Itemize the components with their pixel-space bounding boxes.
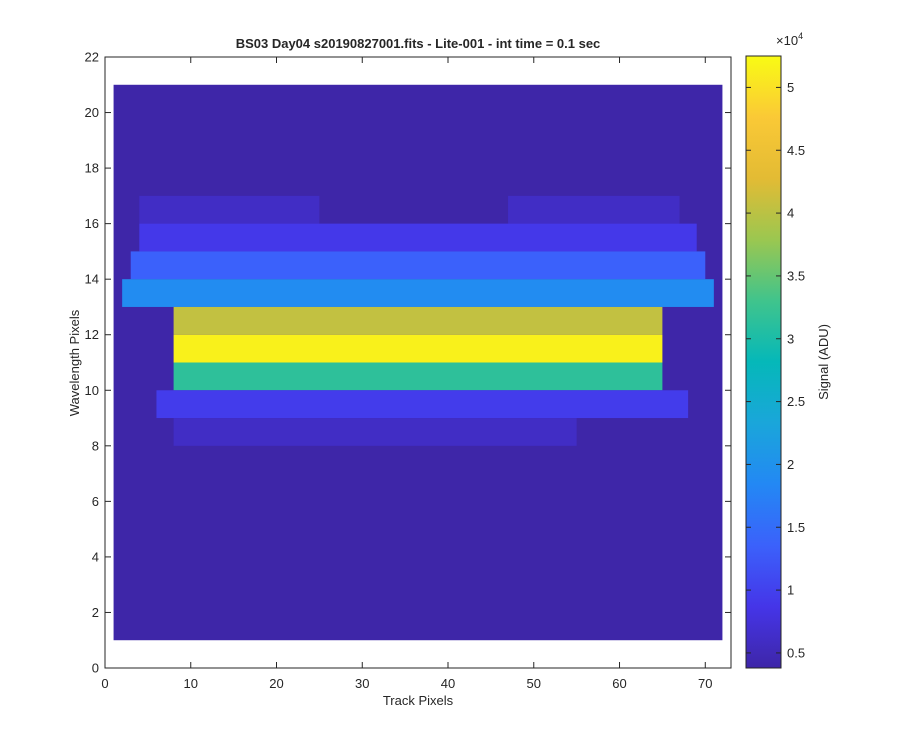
heatmap-row-1 [508, 195, 680, 224]
x-tick-label: 30 [355, 676, 369, 691]
x-axis-label: Track Pixels [383, 693, 454, 708]
x-tick-label: 60 [612, 676, 626, 691]
heatmap-cells [113, 84, 723, 641]
y-tick-label: 12 [85, 327, 99, 342]
y-tick-label: 16 [85, 216, 99, 231]
x-tick-label: 10 [184, 676, 198, 691]
x-tick-label: 50 [527, 676, 541, 691]
heatmap-row-0 [139, 195, 320, 224]
colorbar-gradient [745, 55, 782, 669]
y-tick-label: 18 [85, 161, 99, 176]
heatmap-row-3 [130, 251, 706, 280]
plot-area: 0 10 20 30 40 50 60 70 0 2 4 6 8 10 12 14 16 18 20 22 [85, 50, 732, 691]
y-tick-label: 4 [92, 549, 99, 564]
colorbar-tick-label: 2.5 [787, 394, 805, 409]
y-tick-label: 10 [85, 383, 99, 398]
colorbar-tick-label: 3.5 [787, 268, 805, 283]
chart-title: BS03 Day04 s20190827001.fits - Lite-001 … [236, 36, 601, 51]
colorbar-tick-label: 1 [787, 583, 794, 598]
heatmap-row-8 [156, 390, 689, 419]
y-tick-label: 2 [92, 605, 99, 620]
x-tick-label: 70 [698, 676, 712, 691]
y-tick-label: 22 [85, 50, 99, 65]
colorbar-tick-label: 4 [787, 206, 794, 221]
colorbar-ticks: 0.5 1 1.5 2 2.5 3 3.5 4 4.5 5 [746, 80, 805, 660]
x-axis-ticks: 0 10 20 30 40 50 60 70 [101, 57, 713, 691]
y-tick-label: 0 [92, 661, 99, 676]
heatmap-row-2 [139, 223, 697, 252]
x-tick-label: 20 [269, 676, 283, 691]
heatmap-row-6 [173, 334, 663, 363]
y-tick-label: 14 [85, 272, 99, 287]
colorbar-tick-label: 4.5 [787, 143, 805, 158]
heatmap-row-7 [173, 362, 663, 391]
y-axis-ticks: 0 2 4 6 8 10 12 14 16 18 20 22 [85, 50, 731, 676]
heatmap-row-9 [173, 418, 577, 446]
x-tick-label: 0 [101, 676, 108, 691]
heatmap-row-4 [122, 279, 714, 307]
y-axis-label: Wavelength Pixels [67, 309, 82, 416]
colorbar-tick-label: 3 [787, 331, 794, 346]
colorbar-exponent: ×104 [776, 31, 803, 48]
x-tick-label: 40 [441, 676, 455, 691]
colorbar-label: Signal (ADU) [816, 324, 831, 400]
y-tick-label: 8 [92, 438, 99, 453]
colorbar-tick-label: 2 [787, 457, 794, 472]
colorbar-tick-label: 1.5 [787, 520, 805, 535]
colorbar: 0.5 1 1.5 2 2.5 3 3.5 4 4.5 5 ×104 Signal (ADU) [745, 31, 831, 669]
colorbar-tick-label: 5 [787, 80, 794, 95]
y-tick-label: 20 [85, 105, 99, 120]
colorbar-tick-label: 0.5 [787, 645, 805, 660]
heatmap-row-5 [173, 306, 663, 335]
plot-frame [104, 56, 732, 669]
y-tick-label: 6 [92, 494, 99, 509]
